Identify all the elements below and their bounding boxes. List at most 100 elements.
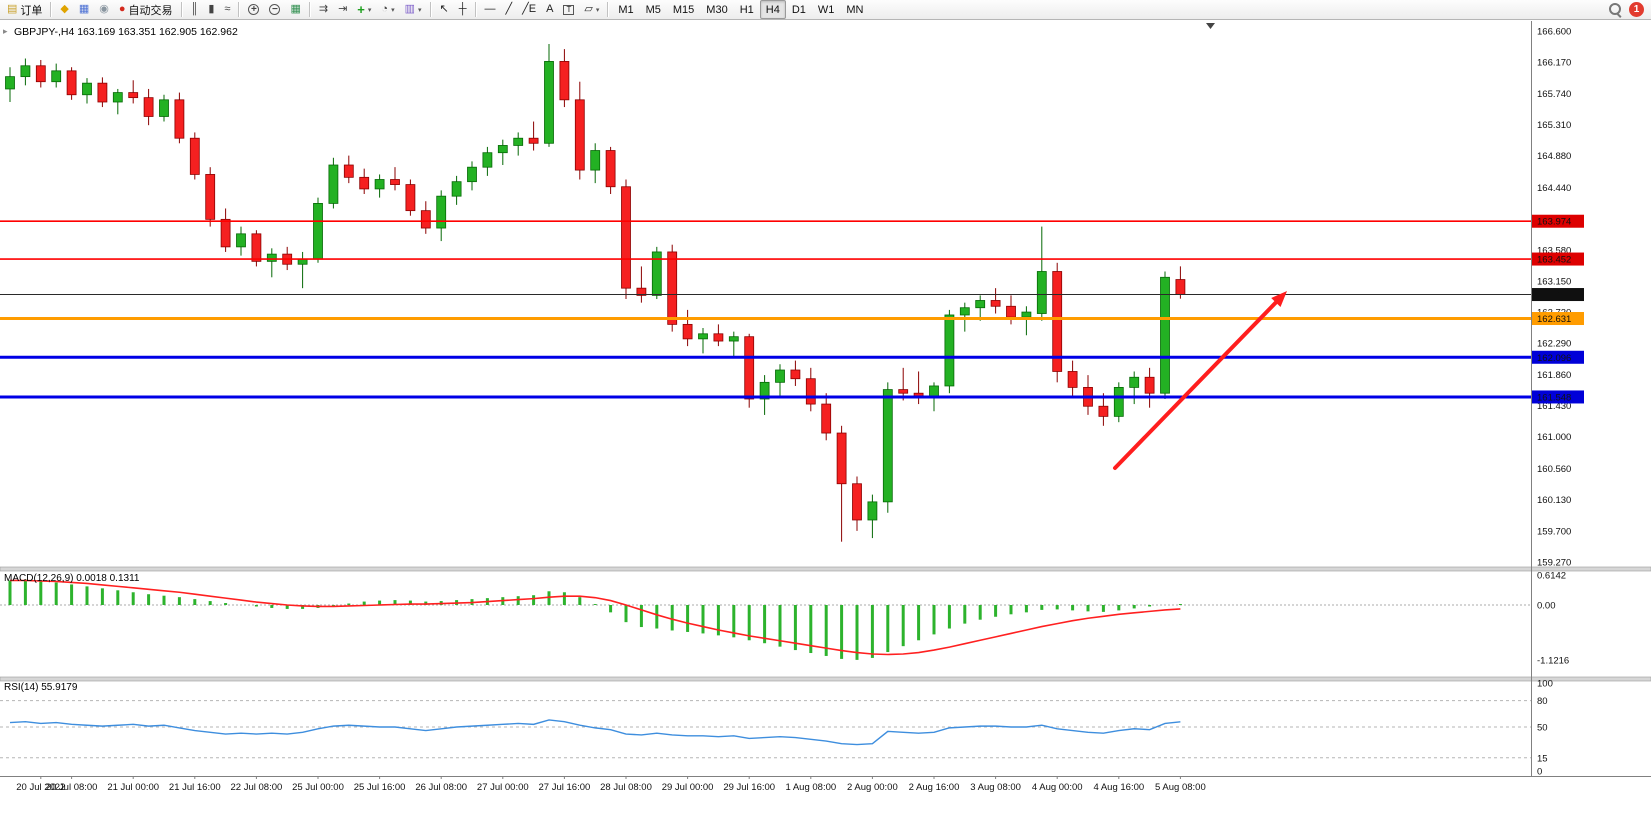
- periods-button[interactable]: ◔ ▾: [376, 0, 399, 19]
- toolbar-separator: [474, 2, 477, 17]
- zoom-out-button[interactable]: −: [264, 0, 285, 19]
- cursor-icon: ↖: [439, 3, 449, 15]
- tf-w1-button[interactable]: W1: [812, 0, 841, 19]
- trend-arrow-head: [1271, 291, 1287, 308]
- price-axis-label: 166.600: [1537, 27, 1571, 38]
- crosshair-button[interactable]: ┼: [454, 0, 472, 19]
- price-tag-label: 163.452: [1537, 255, 1571, 266]
- ohlc-bars-icon: ║: [190, 3, 199, 15]
- label-tool-button[interactable]: T: [558, 0, 579, 19]
- chart-shift-button[interactable]: ⇥: [333, 0, 352, 19]
- panel-splitter[interactable]: [0, 566, 1651, 572]
- time-axis-label: 28 Jul 08:00: [600, 782, 652, 793]
- tf-mn-button[interactable]: MN: [840, 0, 869, 19]
- templates-button[interactable]: ▥ ▾: [400, 0, 427, 19]
- candle: [313, 203, 323, 260]
- candle: [374, 179, 385, 190]
- time-axis-label: 27 Jul 16:00: [539, 782, 591, 793]
- autotrading-button[interactable]: ● 自动交易: [114, 0, 178, 19]
- shapes-tool-button[interactable]: ▱ ▾: [579, 0, 604, 19]
- candle: [297, 258, 308, 265]
- tf-m15-button[interactable]: M15: [667, 0, 700, 19]
- auto-scroll-button[interactable]: ⇉: [314, 0, 333, 19]
- candle: [1052, 271, 1063, 372]
- text-tool-button[interactable]: A: [541, 0, 558, 19]
- tf-h4-button[interactable]: H4: [759, 0, 786, 19]
- tf-m5-button[interactable]: M5: [640, 0, 667, 19]
- cursor-button[interactable]: ↖: [435, 0, 454, 19]
- candle: [482, 152, 493, 168]
- tf-m30-button[interactable]: M30: [700, 0, 733, 19]
- candle: [728, 336, 739, 342]
- charts-window-button[interactable]: ▦: [74, 0, 94, 19]
- text-icon: A: [546, 3, 554, 15]
- chevron-down-icon: ▾: [595, 6, 600, 14]
- line-chart-button[interactable]: ≈: [219, 0, 235, 19]
- time-axis-label: 21 Jul 16:00: [169, 782, 221, 793]
- price-tag-label: 162.962: [1537, 290, 1571, 301]
- bar-chart-button[interactable]: ║: [186, 0, 204, 19]
- candle: [205, 174, 216, 220]
- profile-button[interactable]: ◆: [55, 0, 73, 19]
- chevron-down-icon: ▾: [367, 6, 372, 14]
- trendline-tool-button[interactable]: ╱: [501, 0, 518, 19]
- tile-windows-button[interactable]: ▦: [285, 0, 305, 19]
- new-order-button[interactable]: ▤ 订单: [2, 0, 47, 19]
- candle: [559, 61, 570, 101]
- one-click-trading-toggle[interactable]: ▸: [3, 26, 8, 36]
- candlestick-chart-button[interactable]: ▮: [203, 0, 219, 19]
- price-axis-label: 165.310: [1537, 120, 1571, 131]
- magnifier-icon[interactable]: [1609, 3, 1622, 16]
- scroll-position-marker[interactable]: [1206, 23, 1215, 29]
- channel-icon: ╱E: [522, 3, 537, 15]
- price-axis-label: 161.430: [1537, 401, 1571, 412]
- time-axis-label: 20 Jul 08:00: [46, 782, 98, 793]
- candle: [97, 82, 108, 103]
- panel-splitter[interactable]: [0, 676, 1651, 682]
- candle: [82, 82, 92, 96]
- candle: [790, 369, 801, 380]
- price-axis-label: 165.740: [1537, 89, 1571, 100]
- candle: [744, 336, 755, 400]
- price-axis-label: 164.440: [1537, 183, 1571, 194]
- trendline-icon: ╱: [505, 3, 513, 15]
- tf-h1-button-label: H1: [739, 3, 754, 16]
- candle: [1067, 371, 1078, 388]
- tf-d1-button[interactable]: D1: [786, 0, 812, 19]
- tf-h1-button[interactable]: H1: [734, 0, 760, 19]
- price-axis-label: 163.150: [1537, 276, 1571, 287]
- candle: [220, 218, 231, 248]
- candle: [574, 99, 585, 171]
- time-axis-label: 1 Aug 08:00: [785, 782, 836, 793]
- notification-badge[interactable]: 1: [1629, 2, 1644, 17]
- time-axis-label: 26 Jul 08:00: [415, 782, 467, 793]
- indicators-button[interactable]: + ▾: [352, 0, 376, 19]
- price-tag-label: 162.096: [1537, 353, 1571, 364]
- candle: [1113, 387, 1124, 417]
- zoom-in-button[interactable]: +: [243, 0, 264, 19]
- clock-icon: ◔: [381, 3, 389, 15]
- candle: [467, 166, 477, 183]
- price-axis-label: 161.860: [1537, 370, 1571, 381]
- candle: [174, 99, 185, 139]
- macd-indicator-label: MACD(12,26,9) 0.0018 0.1311: [4, 573, 140, 584]
- candle: [1098, 405, 1109, 417]
- candle: [112, 92, 123, 103]
- price-tag: [1532, 288, 1584, 302]
- channel-tool-button[interactable]: ╱E: [517, 0, 541, 19]
- trend-arrow[interactable]: [1113, 296, 1283, 470]
- rsi-line: [9, 719, 1181, 746]
- time-axis-label: 29 Jul 00:00: [662, 782, 714, 793]
- grid-window-icon: ▦: [78, 3, 90, 15]
- price-tag-label: 163.974: [1537, 217, 1571, 228]
- price-tag-label: 162.631: [1537, 314, 1571, 325]
- candle: [359, 176, 370, 190]
- candle: [1129, 376, 1140, 388]
- broadcast-button[interactable]: ◉: [94, 0, 114, 19]
- candle: [682, 323, 693, 340]
- candle: [513, 137, 524, 146]
- candle: [5, 76, 15, 90]
- tf-m1-button[interactable]: M1: [612, 0, 639, 19]
- hline-tool-button[interactable]: —: [480, 0, 501, 19]
